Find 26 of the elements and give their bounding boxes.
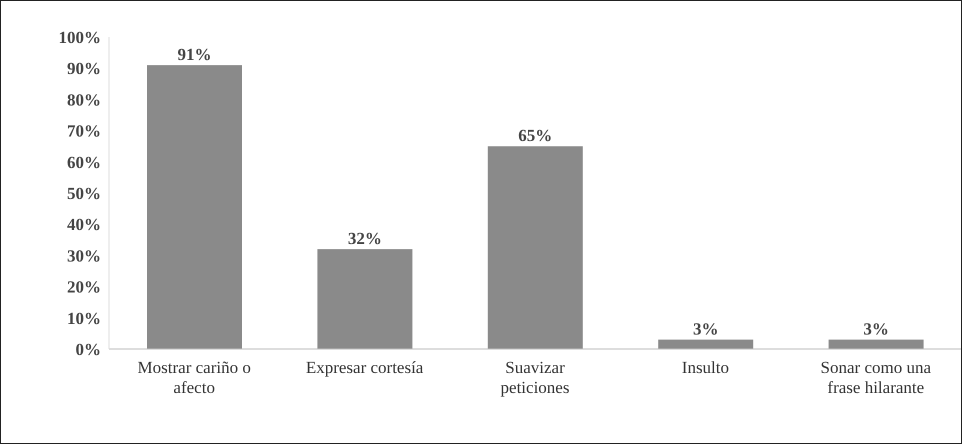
data-label: 65% [518, 126, 552, 146]
y-tick-label: 0% [76, 340, 101, 360]
y-tick-label: 40% [67, 215, 101, 234]
x-tick-label: Suavizar peticiones [500, 358, 570, 397]
y-tick-label: 20% [67, 278, 101, 297]
bar [488, 146, 583, 349]
y-tick-label: 90% [67, 59, 101, 78]
y-tick-label: 50% [67, 184, 101, 204]
x-tick-label: Mostrar cariño o afecto [138, 358, 251, 397]
data-label: 3% [863, 320, 889, 339]
data-label: 91% [178, 45, 212, 64]
y-tick-label: 70% [67, 122, 101, 141]
bar [658, 340, 754, 349]
bar [828, 340, 924, 349]
y-tick-label: 10% [67, 308, 101, 328]
bar [147, 65, 242, 349]
x-tick-label: Sonar como una frase hilarante [820, 358, 932, 397]
y-tick-label: 30% [67, 246, 101, 266]
data-label: 32% [348, 229, 382, 248]
y-tick-label: 80% [67, 90, 101, 110]
y-tick-label: 100% [58, 28, 101, 48]
x-tick-label: Insulto [682, 358, 730, 377]
x-tick-label: Expresar cortesía [306, 358, 424, 377]
y-tick-label: 60% [67, 152, 101, 172]
bar [317, 249, 412, 349]
data-label: 3% [692, 320, 718, 339]
